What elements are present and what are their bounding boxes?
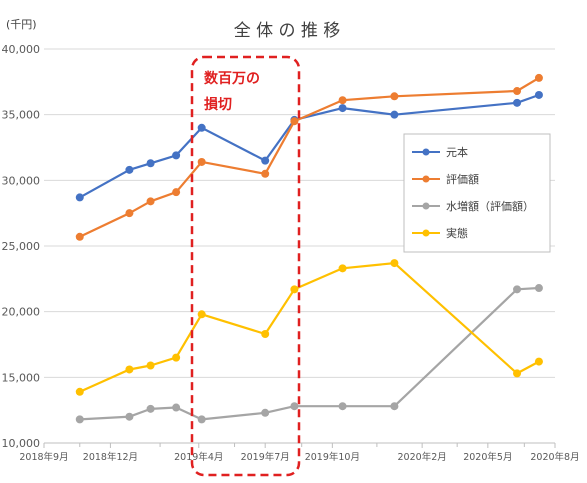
data-point bbox=[534, 284, 543, 293]
data-point bbox=[197, 123, 206, 132]
data-point bbox=[172, 403, 181, 412]
y-tick-label: 30,000 bbox=[2, 174, 41, 187]
data-point bbox=[197, 157, 206, 166]
y-axis-unit: (千円) bbox=[6, 18, 37, 31]
data-point bbox=[390, 402, 399, 411]
data-point bbox=[390, 110, 399, 119]
data-point bbox=[338, 96, 347, 105]
data-point bbox=[146, 159, 155, 168]
data-point bbox=[125, 365, 134, 374]
chart-title: 全 体 の 推 移 bbox=[234, 21, 341, 41]
annotation-box: 数百万の 損切 bbox=[190, 55, 301, 477]
legend-item: 水増額（評価額） bbox=[412, 199, 534, 213]
data-point bbox=[261, 408, 270, 417]
legend-item: 評価額 bbox=[412, 172, 479, 186]
data-point bbox=[513, 285, 522, 294]
series-3 bbox=[75, 259, 543, 396]
data-point bbox=[513, 98, 522, 107]
data-point bbox=[290, 285, 299, 294]
legend-swatch-marker bbox=[422, 175, 430, 183]
data-point bbox=[146, 361, 155, 370]
data-point bbox=[75, 193, 84, 202]
axes: 10,000 15,000 20,000 25,000 30,000 35,000 40,0… bbox=[2, 43, 580, 463]
series-1 bbox=[75, 73, 543, 241]
x-tick-label: 2018年12月 bbox=[83, 451, 138, 463]
y-tick-label: 15,000 bbox=[2, 371, 41, 384]
data-point bbox=[197, 310, 206, 319]
data-point bbox=[534, 73, 543, 82]
legend-label: 実態 bbox=[446, 226, 468, 240]
data-point bbox=[534, 90, 543, 99]
series-line bbox=[79, 286, 539, 421]
y-tick-label: 35,000 bbox=[2, 109, 41, 122]
series-2 bbox=[75, 284, 543, 424]
x-tick-label: 2019年10月 bbox=[305, 451, 360, 463]
legend-label: 元本 bbox=[446, 145, 468, 159]
x-tick-label: 2020年8月 bbox=[530, 451, 579, 463]
data-point bbox=[75, 232, 84, 241]
data-point bbox=[261, 329, 270, 338]
x-tick-label: 2020年5月 bbox=[463, 451, 512, 463]
y-tick-label: 10,000 bbox=[2, 437, 41, 450]
data-point bbox=[146, 404, 155, 413]
data-point bbox=[172, 151, 181, 160]
data-point bbox=[513, 87, 522, 96]
legend-item: 実態 bbox=[412, 226, 468, 240]
legend-swatch-marker bbox=[422, 148, 430, 156]
y-tick-label: 40,000 bbox=[2, 43, 41, 56]
data-point bbox=[261, 156, 270, 165]
data-point bbox=[290, 402, 299, 411]
data-point bbox=[125, 412, 134, 421]
annotation-dashed-rect bbox=[190, 55, 301, 477]
series-layer bbox=[75, 73, 543, 424]
data-point bbox=[172, 188, 181, 197]
annotation-line-2: 損切 bbox=[204, 96, 232, 113]
data-point bbox=[290, 117, 299, 126]
annotation-line-1: 数百万の bbox=[204, 70, 260, 87]
data-point bbox=[338, 104, 347, 113]
data-point bbox=[338, 402, 347, 411]
data-point bbox=[125, 209, 134, 218]
legend-swatch-marker bbox=[422, 202, 430, 210]
data-point bbox=[125, 165, 134, 174]
data-point bbox=[338, 264, 347, 273]
y-tick-label: 25,000 bbox=[2, 240, 41, 253]
data-point bbox=[75, 387, 84, 396]
series-0 bbox=[75, 90, 543, 202]
data-point bbox=[390, 259, 399, 268]
x-tick-label: 2019年7月 bbox=[241, 451, 290, 463]
legend-swatch-marker bbox=[422, 229, 430, 237]
data-point bbox=[172, 353, 181, 362]
data-point bbox=[534, 357, 543, 366]
legend-item: 元本 bbox=[412, 145, 468, 159]
data-point bbox=[146, 197, 155, 206]
x-tick-label: 2019年4月 bbox=[174, 451, 223, 463]
legend-label: 評価額 bbox=[446, 172, 479, 186]
data-point bbox=[261, 169, 270, 178]
data-point bbox=[75, 415, 84, 424]
series-line bbox=[79, 262, 540, 393]
x-tick-label: 2018年9月 bbox=[19, 451, 68, 463]
y-tick-label: 20,000 bbox=[2, 306, 41, 319]
data-point bbox=[513, 369, 522, 378]
data-point bbox=[390, 92, 399, 101]
legend-label: 水増額（評価額） bbox=[446, 199, 534, 213]
data-point bbox=[197, 415, 206, 424]
x-tick-label: 2020年2月 bbox=[398, 451, 447, 463]
